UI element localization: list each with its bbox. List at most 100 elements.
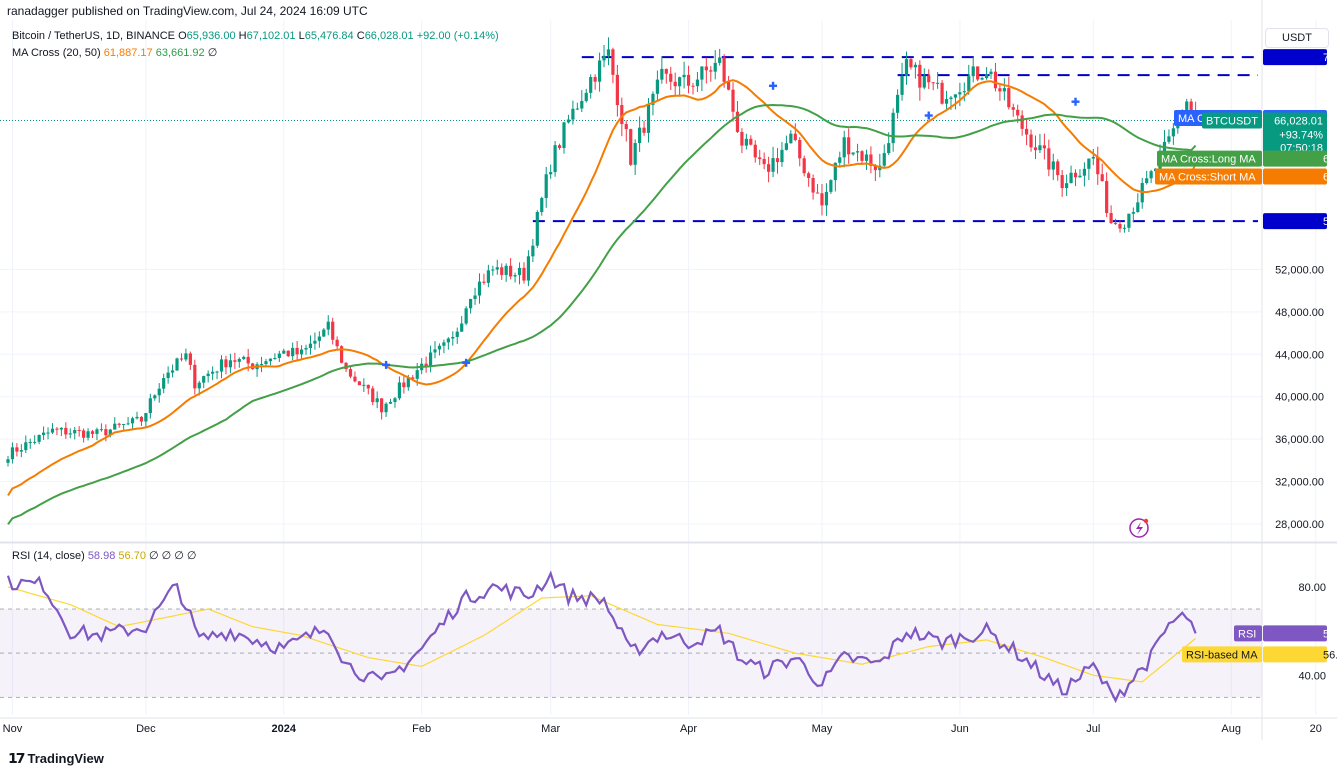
candle[interactable] xyxy=(1105,172,1109,218)
candle[interactable] xyxy=(749,135,753,146)
candle[interactable] xyxy=(135,411,139,420)
candle-body[interactable] xyxy=(962,91,966,93)
time-axis[interactable]: Nov Dec 2024 Feb Mar Apr May Jun Jul Aug 20 xyxy=(3,723,1322,735)
candle-body[interactable] xyxy=(86,431,90,438)
candle[interactable] xyxy=(624,120,628,142)
candle-body[interactable] xyxy=(646,104,651,133)
candle-body[interactable] xyxy=(406,377,410,388)
candle-body[interactable] xyxy=(993,71,998,89)
candle-body[interactable] xyxy=(188,353,192,365)
candle-body[interactable] xyxy=(904,59,909,76)
candle[interactable] xyxy=(73,426,77,440)
candle[interactable] xyxy=(678,76,682,96)
candle[interactable] xyxy=(15,443,19,457)
candle[interactable] xyxy=(820,183,824,216)
candle[interactable] xyxy=(393,396,397,408)
candle[interactable] xyxy=(179,353,184,362)
candle-body[interactable] xyxy=(130,418,135,424)
candle-body[interactable] xyxy=(424,363,428,367)
candle[interactable] xyxy=(237,357,241,368)
candle[interactable] xyxy=(855,143,860,162)
candle[interactable] xyxy=(815,183,820,194)
candle-body[interactable] xyxy=(344,362,348,370)
candle[interactable] xyxy=(589,74,593,99)
candle-body[interactable] xyxy=(299,349,304,355)
candle-body[interactable] xyxy=(380,398,384,413)
candle[interactable] xyxy=(638,116,642,152)
candle-body[interactable] xyxy=(713,62,717,72)
candle-body[interactable] xyxy=(678,77,682,87)
candle-body[interactable] xyxy=(113,423,117,430)
candle[interactable] xyxy=(308,335,313,355)
candle[interactable] xyxy=(380,398,384,420)
candle[interactable] xyxy=(482,273,486,285)
candle-body[interactable] xyxy=(798,140,802,159)
candle[interactable] xyxy=(1056,159,1060,181)
candle[interactable] xyxy=(157,383,161,403)
candle[interactable] xyxy=(953,94,958,110)
candle[interactable] xyxy=(170,364,175,378)
candle-body[interactable] xyxy=(936,82,940,84)
candle[interactable] xyxy=(971,57,975,83)
candle[interactable] xyxy=(424,356,428,373)
candle-body[interactable] xyxy=(126,423,130,425)
candle-body[interactable] xyxy=(340,346,344,363)
candle-body[interactable] xyxy=(1113,223,1118,225)
candle-body[interactable] xyxy=(642,127,646,133)
candle-body[interactable] xyxy=(731,89,735,112)
candle-body[interactable] xyxy=(1056,161,1060,176)
candle-body[interactable] xyxy=(900,75,904,95)
candle-body[interactable] xyxy=(348,369,353,377)
candle-body[interactable] xyxy=(206,373,210,377)
candle-body[interactable] xyxy=(468,299,473,309)
candle[interactable] xyxy=(824,183,829,216)
candle[interactable] xyxy=(535,210,539,248)
candle[interactable] xyxy=(211,366,215,381)
candle-body[interactable] xyxy=(211,371,215,374)
candle[interactable] xyxy=(549,164,553,179)
candle-body[interactable] xyxy=(135,416,139,419)
candle-body[interactable] xyxy=(428,352,433,367)
candle-body[interactable] xyxy=(1051,161,1055,170)
candle-body[interactable] xyxy=(984,74,989,79)
candle-body[interactable] xyxy=(989,71,993,75)
candle-body[interactable] xyxy=(215,371,219,373)
candle[interactable] xyxy=(295,341,299,361)
candle-body[interactable] xyxy=(864,154,869,161)
candle[interactable] xyxy=(571,100,575,125)
candle-body[interactable] xyxy=(691,85,695,87)
candle[interactable] xyxy=(918,60,922,101)
candle-body[interactable] xyxy=(660,68,664,80)
candle-body[interactable] xyxy=(860,151,864,161)
candle-body[interactable] xyxy=(442,342,446,346)
candle[interactable] xyxy=(655,70,660,102)
candle-body[interactable] xyxy=(6,459,10,463)
candle[interactable] xyxy=(1060,169,1064,197)
candle[interactable] xyxy=(566,114,571,124)
candle-body[interactable] xyxy=(451,336,455,339)
candle-body[interactable] xyxy=(308,343,313,349)
candle-body[interactable] xyxy=(264,361,268,365)
candle[interactable] xyxy=(193,359,197,395)
candle[interactable] xyxy=(495,259,499,275)
candle[interactable] xyxy=(553,140,557,177)
candle-body[interactable] xyxy=(1087,158,1091,169)
candle[interactable] xyxy=(19,444,23,458)
candle-body[interactable] xyxy=(1109,213,1113,224)
candle[interactable] xyxy=(255,362,259,377)
candle[interactable] xyxy=(148,393,152,419)
candle-body[interactable] xyxy=(46,432,50,434)
candle[interactable] xyxy=(851,152,855,156)
time-label[interactable]: May xyxy=(812,723,833,735)
candle[interactable] xyxy=(1002,78,1006,101)
candle[interactable] xyxy=(153,394,157,401)
candle[interactable] xyxy=(95,427,99,441)
candle-body[interactable] xyxy=(464,308,468,324)
candle[interactable] xyxy=(473,287,477,305)
candle-body[interactable] xyxy=(744,138,748,146)
candle-body[interactable] xyxy=(397,382,402,399)
candle-body[interactable] xyxy=(446,338,450,343)
candle-body[interactable] xyxy=(580,100,584,109)
candle-body[interactable] xyxy=(606,49,611,56)
candle-body[interactable] xyxy=(90,431,95,434)
